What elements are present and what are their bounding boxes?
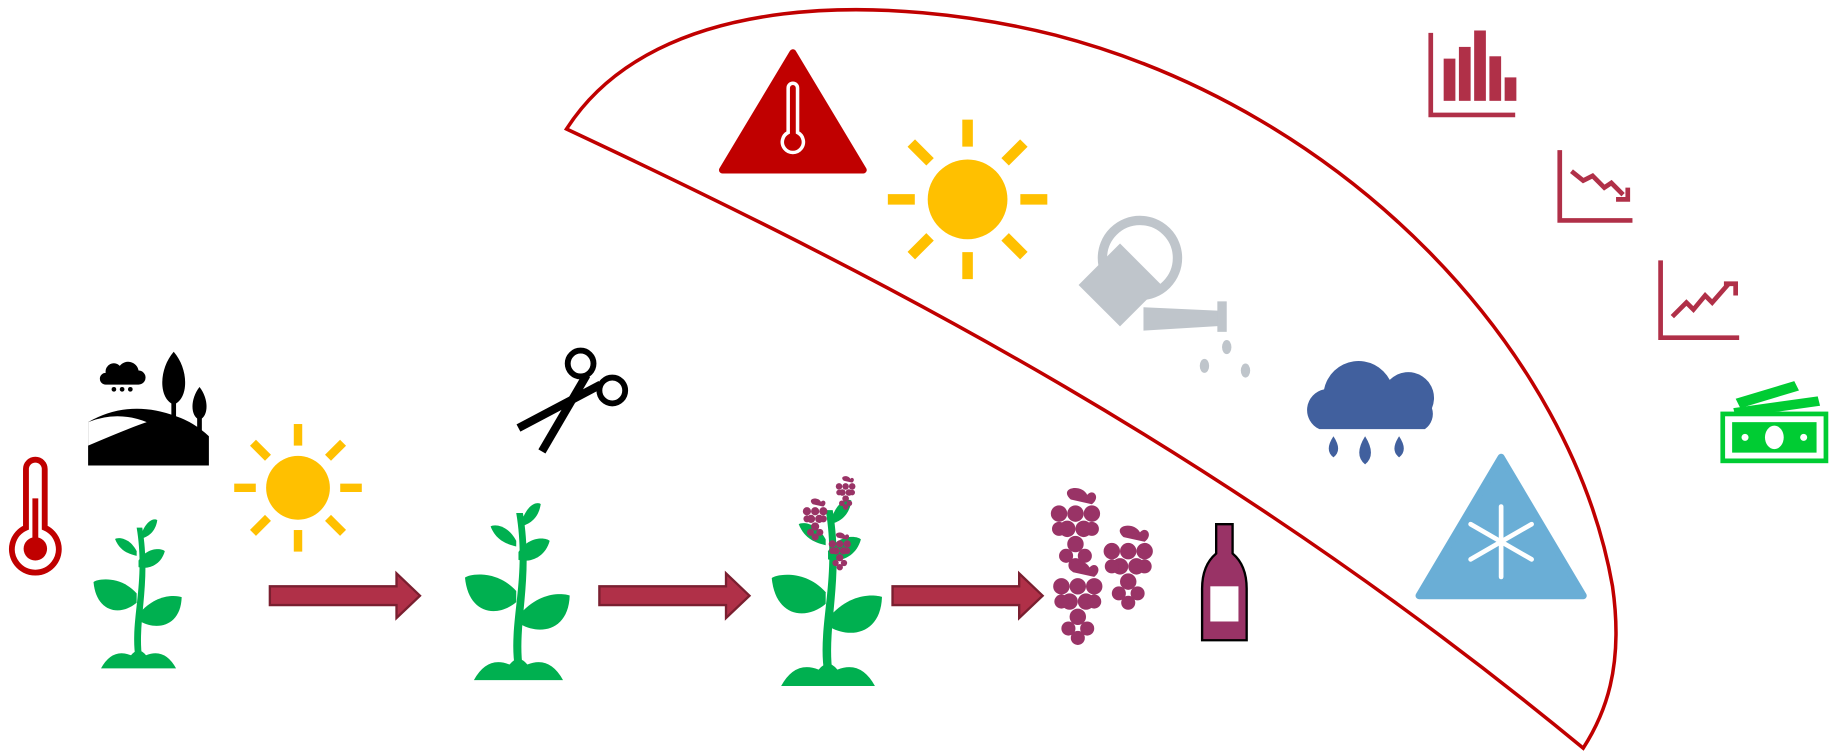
trend-down-icon <box>1560 150 1633 220</box>
rain-cloud <box>1307 361 1434 464</box>
grape-bunch <box>1104 526 1153 610</box>
scissors <box>518 351 625 452</box>
landscape <box>88 352 209 466</box>
grape-bunch <box>836 476 856 510</box>
heat-warning <box>722 53 863 170</box>
arrow <box>270 573 420 618</box>
money-icon <box>1723 381 1826 461</box>
arrow <box>599 573 749 618</box>
trend-up-icon <box>1661 260 1740 337</box>
thermometer <box>12 460 59 573</box>
watering-can <box>1079 220 1251 377</box>
young-vine <box>465 503 570 680</box>
seedling <box>94 519 182 668</box>
risk-region <box>567 10 1616 748</box>
fruiting-vine <box>772 500 882 686</box>
sun <box>888 120 1047 279</box>
diagram <box>0 0 1839 754</box>
arrow <box>893 573 1043 618</box>
frost-warning <box>1419 457 1583 595</box>
bar-chart-icon <box>1431 30 1517 114</box>
grape-bunch <box>1053 561 1102 645</box>
wine-bottle <box>1202 524 1247 640</box>
body <box>0 0 1839 754</box>
sun <box>234 424 362 552</box>
page: Vine growth and climate risks {} html, b… <box>0 0 1839 754</box>
grape-bunch <box>1051 488 1100 572</box>
